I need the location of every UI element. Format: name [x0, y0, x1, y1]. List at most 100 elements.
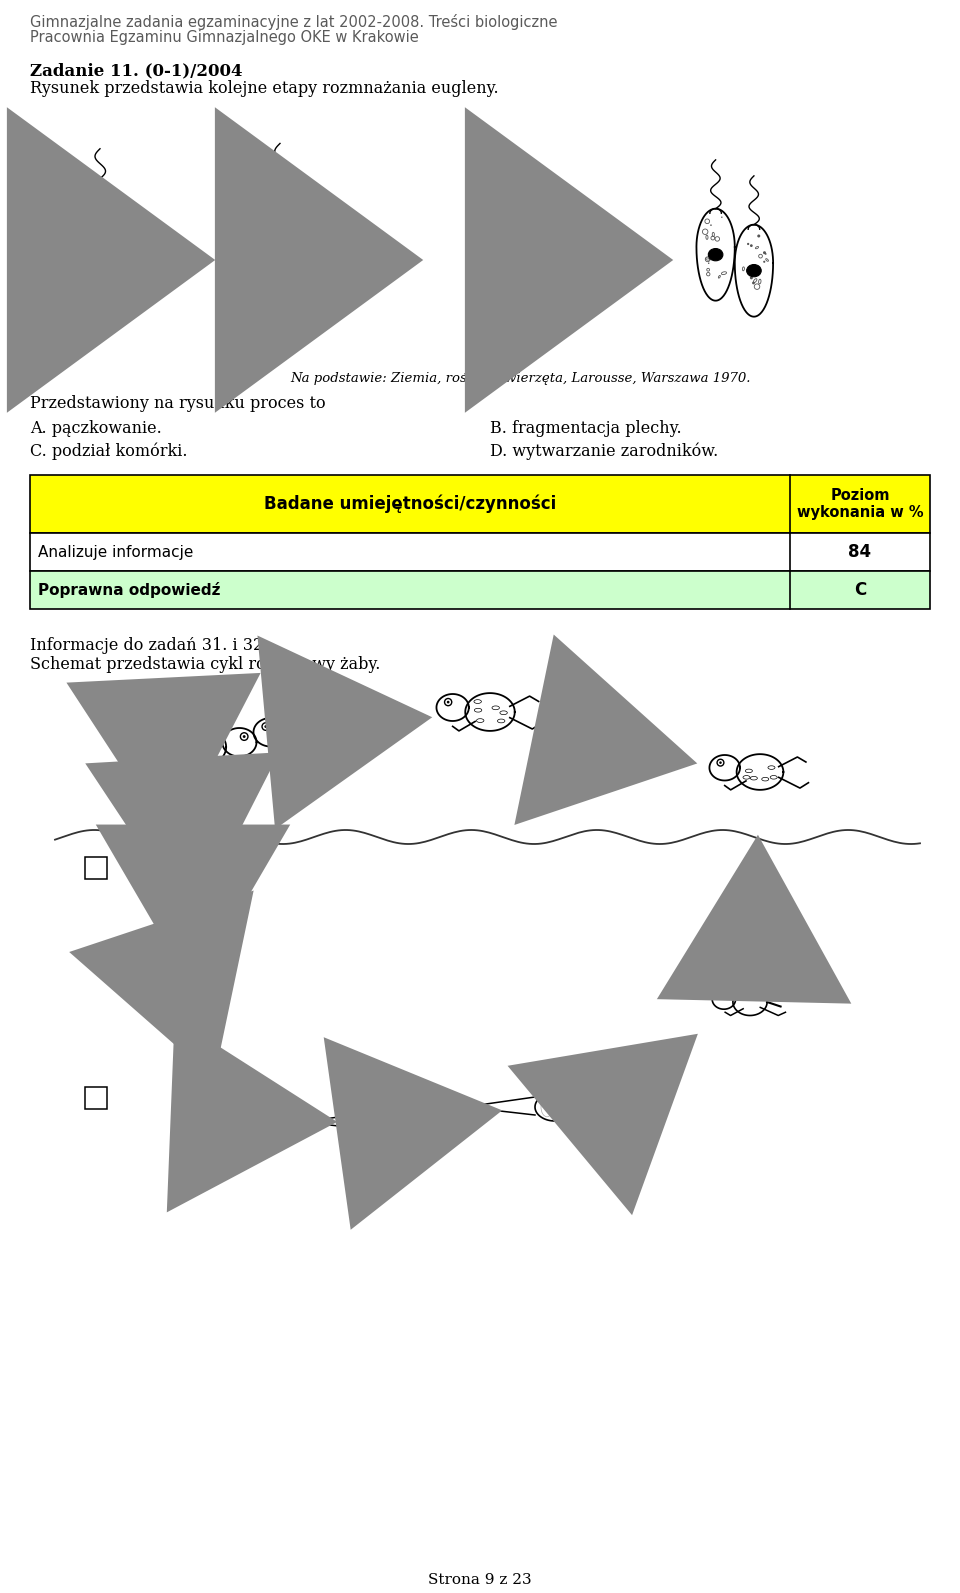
Circle shape	[482, 236, 485, 237]
Text: Analizuje informacje: Analizuje informacje	[38, 545, 193, 559]
Text: Schemat przedstawia cykl rozwojowy żaby.: Schemat przedstawia cykl rozwojowy żaby.	[30, 656, 380, 672]
Circle shape	[200, 857, 203, 860]
Polygon shape	[303, 1114, 363, 1129]
Circle shape	[567, 1099, 570, 1102]
Text: Poprawna odpowiedź: Poprawna odpowiedź	[38, 581, 221, 597]
Polygon shape	[223, 728, 256, 757]
Circle shape	[185, 870, 189, 873]
Circle shape	[159, 879, 162, 883]
Circle shape	[85, 252, 87, 253]
Polygon shape	[468, 213, 510, 312]
Text: Informacje do zadań 31. i 32.: Informacje do zadań 31. i 32.	[30, 637, 268, 655]
Bar	[30, 570, 930, 609]
Polygon shape	[284, 717, 336, 757]
Circle shape	[115, 272, 117, 274]
Polygon shape	[195, 996, 210, 1027]
Circle shape	[763, 261, 765, 263]
Circle shape	[192, 938, 198, 945]
Polygon shape	[363, 1110, 397, 1134]
Polygon shape	[535, 1093, 575, 1121]
Polygon shape	[221, 1090, 239, 1104]
Circle shape	[161, 847, 165, 852]
Ellipse shape	[278, 256, 297, 272]
Text: C. podział komórki.: C. podział komórki.	[30, 441, 187, 459]
Text: A. pączkowanie.: A. pączkowanie.	[30, 421, 161, 436]
Polygon shape	[736, 753, 783, 790]
Polygon shape	[77, 209, 124, 320]
Circle shape	[747, 242, 749, 245]
Circle shape	[148, 876, 152, 881]
Circle shape	[198, 846, 202, 849]
Circle shape	[278, 228, 282, 233]
Circle shape	[174, 881, 177, 884]
Text: Zadanie 11. (0-1)/2004: Zadanie 11. (0-1)/2004	[30, 62, 243, 80]
Polygon shape	[253, 718, 288, 747]
Circle shape	[151, 868, 155, 871]
Polygon shape	[712, 989, 735, 1010]
Circle shape	[174, 889, 178, 894]
Polygon shape	[174, 1091, 221, 1099]
Circle shape	[198, 870, 202, 873]
Circle shape	[197, 890, 201, 895]
Circle shape	[190, 999, 201, 1010]
Polygon shape	[734, 225, 773, 317]
Circle shape	[535, 234, 539, 237]
Text: Przedstawiony na rysunku proces to: Przedstawiony na rysunku proces to	[30, 395, 325, 413]
Polygon shape	[465, 1098, 535, 1115]
Circle shape	[485, 239, 488, 242]
Circle shape	[160, 855, 163, 859]
Circle shape	[85, 231, 88, 233]
Circle shape	[710, 225, 711, 226]
Circle shape	[277, 263, 281, 268]
Text: B. fragmentacja plechy.: B. fragmentacja plechy.	[490, 421, 682, 436]
Ellipse shape	[263, 256, 282, 272]
Text: D. wytwarzanie zarodników.: D. wytwarzanie zarodników.	[490, 441, 718, 459]
Circle shape	[763, 252, 766, 255]
Text: Strona 9 z 23: Strona 9 z 23	[428, 1572, 532, 1587]
Circle shape	[527, 264, 529, 266]
Polygon shape	[174, 726, 227, 766]
Circle shape	[198, 881, 202, 884]
Circle shape	[163, 887, 166, 890]
Polygon shape	[437, 695, 468, 722]
Circle shape	[184, 846, 188, 851]
Bar	[30, 534, 930, 570]
Circle shape	[159, 870, 163, 875]
Polygon shape	[255, 205, 304, 323]
Ellipse shape	[91, 256, 108, 272]
Circle shape	[112, 250, 115, 253]
Circle shape	[186, 889, 190, 892]
Text: Poziom
wykonania w %: Poziom wykonania w %	[797, 487, 924, 521]
Circle shape	[147, 890, 151, 894]
Circle shape	[176, 867, 179, 870]
Text: Pracownia Egzaminu Gimnazjalnego OKE w Krakowie: Pracownia Egzaminu Gimnazjalnego OKE w K…	[30, 30, 419, 45]
Circle shape	[750, 276, 753, 279]
Polygon shape	[732, 989, 767, 1015]
Ellipse shape	[523, 256, 539, 269]
Circle shape	[108, 247, 110, 249]
Circle shape	[243, 734, 246, 738]
Bar	[85, 1086, 107, 1109]
Circle shape	[89, 282, 91, 284]
Text: Badane umiejętności/czynności: Badane umiejętności/czynności	[264, 495, 556, 513]
Circle shape	[185, 857, 189, 860]
Polygon shape	[511, 213, 551, 312]
Circle shape	[190, 1015, 201, 1024]
Ellipse shape	[708, 249, 723, 261]
Circle shape	[174, 849, 178, 852]
Ellipse shape	[747, 264, 761, 277]
Circle shape	[276, 217, 279, 220]
Text: Gimnazjalne zadania egzaminacyjne z lat 2002-2008. Treści biologiczne: Gimnazjalne zadania egzaminacyjne z lat …	[30, 14, 558, 30]
Circle shape	[446, 701, 449, 704]
Bar	[30, 475, 930, 534]
Text: Rysunek przedstawia kolejne etapy rozmnażania eugleny.: Rysunek przedstawia kolejne etapy rozmna…	[30, 80, 498, 97]
Circle shape	[750, 244, 753, 247]
Circle shape	[84, 266, 87, 269]
Circle shape	[278, 220, 281, 223]
Text: 84: 84	[849, 543, 872, 561]
Circle shape	[752, 282, 755, 285]
Bar	[85, 857, 107, 879]
Circle shape	[522, 236, 524, 237]
Ellipse shape	[481, 256, 497, 269]
Circle shape	[172, 857, 176, 862]
